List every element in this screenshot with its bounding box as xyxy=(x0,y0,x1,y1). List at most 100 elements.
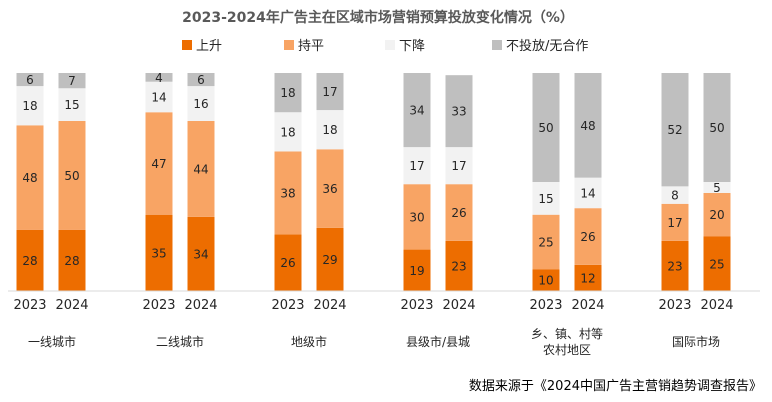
data-label: 17 xyxy=(451,159,466,173)
bar-segment xyxy=(703,73,731,182)
year-tick-label: 2024 xyxy=(442,298,475,313)
data-label: 18 xyxy=(280,125,295,139)
bar-segment xyxy=(403,73,431,148)
chart-title: 2023-2024年广告主在区域市场营销预算投放变化情况（%） xyxy=(182,9,574,26)
data-label: 20 xyxy=(709,208,724,222)
data-label: 19 xyxy=(409,264,424,278)
year-tick-label: 2024 xyxy=(571,298,604,313)
data-label: 28 xyxy=(64,254,79,268)
data-label: 16 xyxy=(193,97,208,111)
bar-segment xyxy=(445,240,473,291)
data-label: 35 xyxy=(151,246,166,260)
bar-segment xyxy=(16,125,44,230)
data-label: 50 xyxy=(64,169,79,183)
data-label: 26 xyxy=(280,256,295,270)
legend-label: 不投放/无合作 xyxy=(506,38,588,54)
legend-label: 上升 xyxy=(196,39,222,54)
data-label: 52 xyxy=(667,123,682,137)
year-tick-label: 2024 xyxy=(184,298,217,313)
year-tick-label: 2023 xyxy=(271,298,304,313)
bar-segment xyxy=(532,269,560,291)
bar-segment xyxy=(703,182,731,193)
bar-segment xyxy=(661,73,689,187)
bar-segment xyxy=(532,182,560,215)
data-label: 50 xyxy=(709,121,724,135)
data-label: 26 xyxy=(580,230,595,244)
data-label: 6 xyxy=(26,73,34,87)
group-name-label: 地级市 xyxy=(291,334,327,349)
legend-label: 下降 xyxy=(399,39,425,54)
data-label: 34 xyxy=(409,104,424,118)
bar-segment xyxy=(187,73,215,87)
data-label: 17 xyxy=(322,85,337,99)
data-label: 8 xyxy=(671,189,679,203)
bar-segment xyxy=(574,208,602,265)
group-name-label: 乡、镇、村等 xyxy=(531,327,603,341)
year-tick-label: 2024 xyxy=(55,298,88,313)
year-ticks-layer: 2023 2024 2023 2024 2023 2024 2023 2024 2023 2024… xyxy=(13,298,733,313)
bar-segment xyxy=(703,236,731,291)
bar-segment xyxy=(445,147,473,185)
data-label: 36 xyxy=(322,182,337,196)
legend: 上升 持平 下降 不投放/无合作 xyxy=(182,38,588,54)
source-note: 数据来源于《2024中国广告主营销趋势调查报告》 xyxy=(469,378,762,394)
bar-segment xyxy=(661,203,689,241)
data-label: 12 xyxy=(580,271,595,285)
bar-segment xyxy=(145,73,173,82)
year-tick-label: 2023 xyxy=(13,298,46,313)
legend-swatch xyxy=(492,40,502,50)
bar-segment xyxy=(574,73,602,178)
bar-segment xyxy=(403,249,431,291)
data-label: 48 xyxy=(580,119,595,133)
data-label: 34 xyxy=(193,247,208,261)
year-tick-label: 2023 xyxy=(400,298,433,313)
group-name-label: 一线城市 xyxy=(28,334,76,349)
legend-label: 持平 xyxy=(298,39,324,54)
year-tick-label: 2024 xyxy=(700,298,733,313)
bar-segment xyxy=(16,229,44,291)
data-label: 4 xyxy=(155,71,163,85)
year-tick-label: 2023 xyxy=(658,298,691,313)
data-label: 28 xyxy=(22,254,37,268)
bar-segment xyxy=(187,86,215,121)
data-label: 29 xyxy=(322,253,337,267)
bar-segment xyxy=(316,110,344,150)
bar-segment xyxy=(661,240,689,291)
bar-segment xyxy=(532,214,560,270)
data-label: 17 xyxy=(667,216,682,230)
bar-segment xyxy=(403,147,431,185)
bar-segment xyxy=(187,216,215,291)
group-name-label: 县级市/县城 xyxy=(406,334,470,349)
bar-segment xyxy=(58,229,86,291)
data-label: 33 xyxy=(451,105,466,119)
bar-segment xyxy=(145,112,173,215)
data-label: 14 xyxy=(151,90,166,104)
year-tick-label: 2023 xyxy=(529,298,562,313)
data-label: 38 xyxy=(280,186,295,200)
bar-segment xyxy=(574,177,602,209)
bar-segment xyxy=(316,149,344,228)
bar-segment xyxy=(274,73,302,113)
bar-segment xyxy=(316,73,344,111)
bar-segment xyxy=(532,73,560,182)
data-label: 25 xyxy=(709,257,724,271)
data-label: 26 xyxy=(451,206,466,220)
bar-segment xyxy=(58,120,86,230)
data-label: 6 xyxy=(197,73,205,87)
data-label: 14 xyxy=(580,186,595,200)
data-label: 5 xyxy=(713,181,721,195)
bar-segment xyxy=(58,73,86,89)
bar-segment xyxy=(145,81,173,113)
legend-swatch xyxy=(182,40,192,50)
bar-segment xyxy=(145,214,173,291)
data-label: 10 xyxy=(538,274,553,288)
data-label: 30 xyxy=(409,210,424,224)
year-tick-label: 2024 xyxy=(313,298,346,313)
bar-segment xyxy=(274,112,302,152)
data-label: 7 xyxy=(68,74,76,88)
bar-segment xyxy=(661,186,689,204)
bar-segment xyxy=(445,75,473,148)
